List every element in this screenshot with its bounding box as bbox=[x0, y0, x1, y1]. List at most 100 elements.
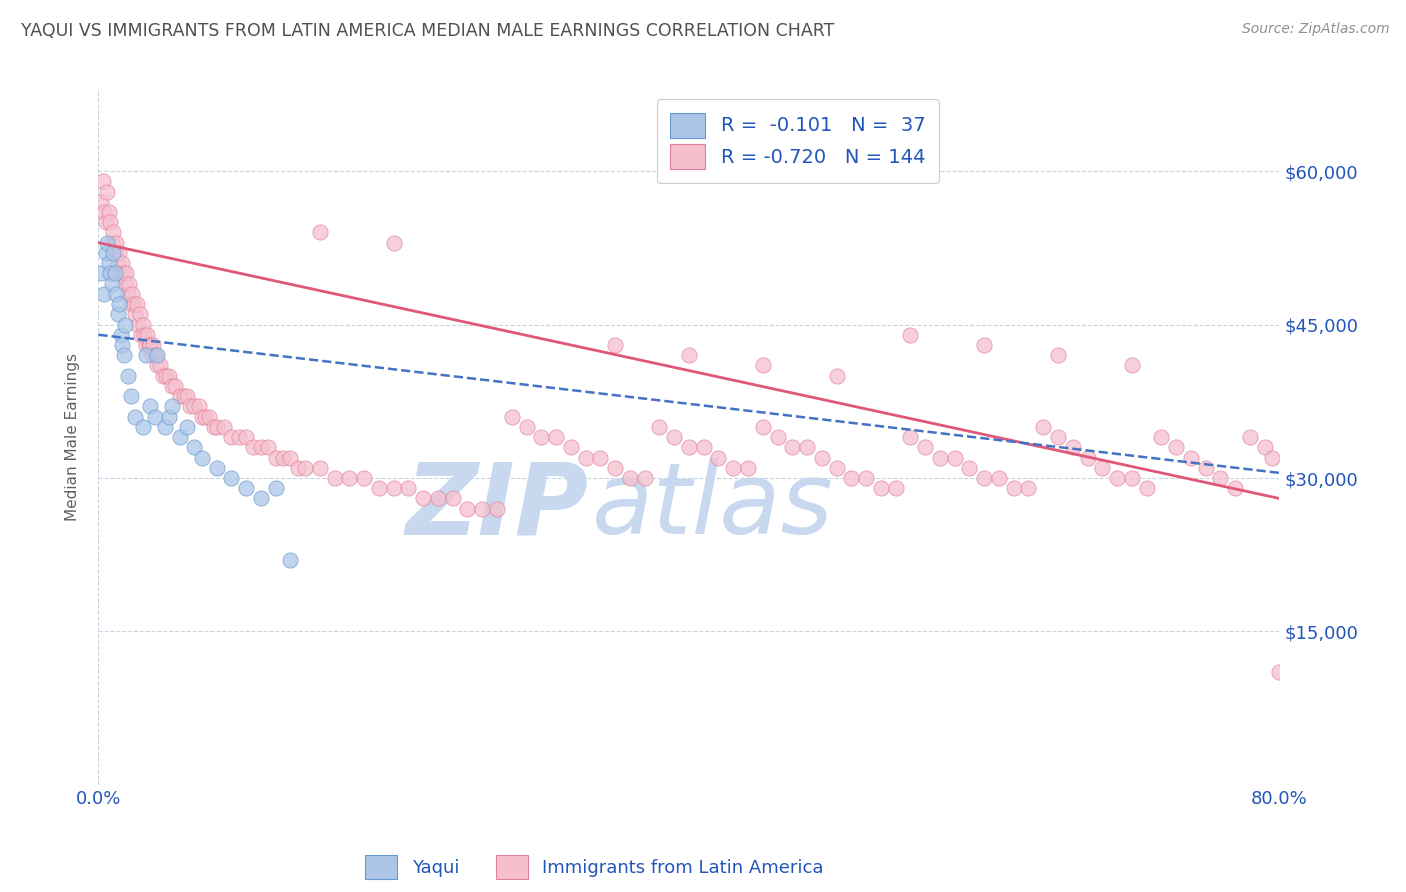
Point bbox=[973, 338, 995, 352]
Point bbox=[129, 327, 152, 342]
Point bbox=[1150, 430, 1173, 444]
Point bbox=[398, 481, 420, 495]
Point bbox=[128, 307, 150, 321]
Point bbox=[90, 194, 112, 209]
Point bbox=[257, 440, 280, 454]
Point bbox=[280, 553, 302, 567]
Point bbox=[124, 409, 146, 424]
Point bbox=[127, 318, 149, 332]
Point bbox=[112, 348, 135, 362]
Point bbox=[100, 235, 122, 250]
Point bbox=[122, 297, 145, 311]
Point bbox=[1268, 665, 1291, 680]
Point bbox=[173, 389, 195, 403]
Point bbox=[176, 420, 198, 434]
Point bbox=[125, 297, 148, 311]
Point bbox=[114, 277, 136, 291]
Point bbox=[108, 246, 131, 260]
Point bbox=[988, 471, 1011, 485]
Text: YAQUI VS IMMIGRANTS FROM LATIN AMERICA MEDIAN MALE EARNINGS CORRELATION CHART: YAQUI VS IMMIGRANTS FROM LATIN AMERICA M… bbox=[21, 22, 835, 40]
Point bbox=[139, 338, 162, 352]
Point bbox=[117, 286, 139, 301]
Text: ZIP: ZIP bbox=[405, 458, 589, 555]
Point bbox=[1136, 481, 1159, 495]
Point bbox=[198, 409, 221, 424]
Point bbox=[516, 420, 538, 434]
Point bbox=[205, 420, 228, 434]
Point bbox=[737, 460, 759, 475]
Point bbox=[187, 400, 209, 414]
Y-axis label: Median Male Earnings: Median Male Earnings bbox=[65, 353, 80, 521]
Point bbox=[501, 409, 523, 424]
Point bbox=[810, 450, 832, 465]
Point bbox=[884, 481, 907, 495]
Point bbox=[546, 430, 568, 444]
Point bbox=[619, 471, 641, 485]
Point bbox=[194, 409, 217, 424]
Point bbox=[723, 460, 745, 475]
Point bbox=[96, 235, 118, 250]
Point bbox=[441, 491, 464, 506]
Point bbox=[115, 266, 138, 280]
Point bbox=[103, 226, 125, 240]
Point bbox=[412, 491, 434, 506]
Point bbox=[782, 440, 804, 454]
Point bbox=[457, 501, 479, 516]
Point bbox=[143, 348, 166, 362]
Point bbox=[1195, 460, 1218, 475]
Point bbox=[1046, 348, 1070, 362]
Point bbox=[93, 205, 115, 219]
Point bbox=[98, 215, 121, 229]
Point bbox=[117, 368, 139, 383]
Point bbox=[707, 450, 730, 465]
Point bbox=[94, 246, 117, 260]
Point bbox=[169, 430, 191, 444]
Point bbox=[1107, 471, 1129, 485]
Point bbox=[221, 430, 243, 444]
Point bbox=[605, 338, 627, 352]
Point bbox=[107, 307, 129, 321]
Point bbox=[264, 450, 287, 465]
Point bbox=[136, 327, 159, 342]
Point bbox=[1254, 440, 1277, 454]
Point bbox=[134, 327, 156, 342]
Point bbox=[825, 368, 848, 383]
Point bbox=[120, 389, 142, 403]
Point bbox=[530, 430, 553, 444]
Point bbox=[155, 368, 177, 383]
Point bbox=[287, 460, 309, 475]
Point bbox=[153, 420, 176, 434]
Point bbox=[323, 471, 346, 485]
Point bbox=[1209, 471, 1232, 485]
Point bbox=[104, 266, 127, 280]
Point bbox=[634, 471, 657, 485]
Point bbox=[1062, 440, 1084, 454]
Point bbox=[100, 277, 122, 291]
Point bbox=[118, 277, 141, 291]
Point bbox=[914, 440, 936, 454]
Point bbox=[191, 450, 214, 465]
Point bbox=[98, 266, 121, 280]
Point bbox=[162, 400, 183, 414]
Point bbox=[1002, 481, 1025, 495]
Point bbox=[796, 440, 818, 454]
Point bbox=[900, 430, 922, 444]
Point bbox=[157, 409, 180, 424]
Point bbox=[110, 266, 132, 280]
Point bbox=[135, 338, 157, 352]
Point bbox=[1225, 481, 1247, 495]
Point bbox=[1261, 450, 1284, 465]
Point bbox=[752, 420, 775, 434]
Point bbox=[183, 400, 205, 414]
Point bbox=[309, 460, 332, 475]
Point bbox=[157, 368, 180, 383]
Point bbox=[149, 359, 172, 373]
Point bbox=[152, 368, 174, 383]
Point bbox=[165, 379, 187, 393]
Point bbox=[280, 450, 302, 465]
Point bbox=[105, 235, 128, 250]
Point bbox=[121, 286, 143, 301]
Point bbox=[90, 266, 112, 280]
Point bbox=[486, 501, 509, 516]
Point bbox=[575, 450, 598, 465]
